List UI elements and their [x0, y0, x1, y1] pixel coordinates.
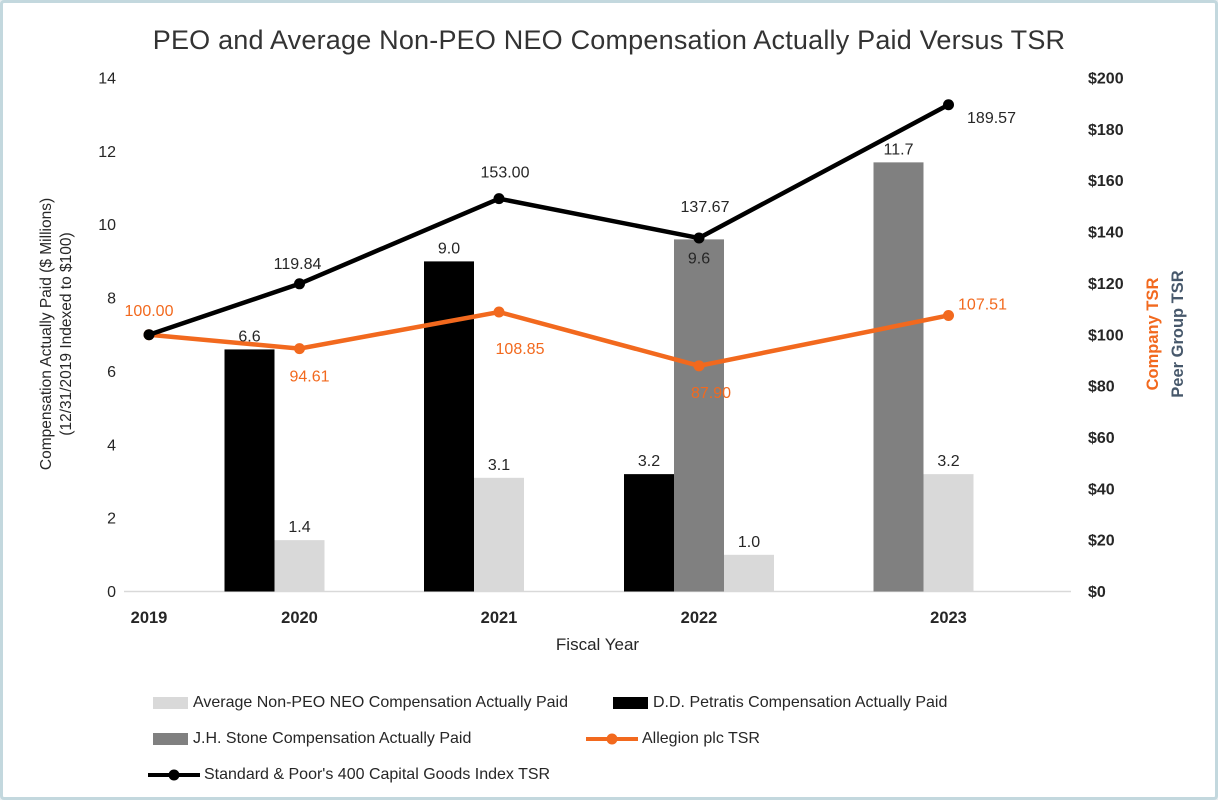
legend-label: J.H. Stone Compensation Actually Paid [193, 730, 472, 747]
tsr-point [693, 360, 705, 372]
tsr-value-label: 108.85 [496, 341, 545, 358]
legend-label: Average Non-PEO NEO Compensation Actuall… [193, 694, 569, 711]
chart-title: PEO and Average Non-PEO NEO Compensation… [152, 25, 1066, 55]
legend: Average Non-PEO NEO Compensation Actuall… [3, 3, 1215, 797]
tsr-value-label: 87.90 [691, 385, 731, 402]
tsr-point [143, 329, 155, 341]
bar-segment [873, 162, 924, 592]
x-axis-title: Fiscal Year [555, 635, 640, 654]
legend-swatch-icon [153, 733, 188, 745]
bar-segment [674, 239, 724, 592]
bar-segment [624, 474, 674, 592]
bar-segment [274, 540, 325, 592]
tsr-value-label: 119.84 [274, 256, 322, 273]
legend-line-dot-icon [168, 769, 180, 781]
x-axis-tick-label: 2019 [131, 609, 168, 627]
tsr-point [943, 99, 954, 111]
x-axis-tick-label: 2021 [481, 609, 518, 627]
right-axis-tick-label: $40 [1088, 481, 1115, 498]
tsr-value-label: 100.00 [125, 303, 174, 320]
bar-value-label: 3.2 [937, 453, 959, 470]
legend-label: D.D. Petratis Compensation Actually Paid [653, 694, 948, 711]
tsr-point [693, 232, 705, 244]
tsr-value-label: 94.61 [289, 369, 329, 386]
left-axis-tick-label: 0 [107, 584, 116, 601]
left-axis-tick-label: 12 [98, 144, 116, 161]
tsr-point [943, 309, 954, 321]
bar-segment [474, 477, 524, 592]
tsr-point [493, 306, 505, 318]
right-axis-tick-label: $200 [1088, 71, 1124, 88]
legend-label: Allegion plc TSR [642, 730, 760, 747]
plot-area: 0 2 4 6 8 10 12 14 $0 $20 $40 $60 $80 $100 $120 $140 $16… [98, 71, 1124, 628]
bar-value-label: 3.2 [638, 453, 660, 470]
bar-value-label: 9.0 [438, 240, 460, 257]
bar-value-label: 1.4 [288, 519, 310, 536]
bar-value-label: 1.0 [738, 534, 760, 551]
left-axis-tick-label: 8 [107, 291, 116, 308]
right-axis-tick-label: $60 [1088, 430, 1115, 447]
right-axis-tick-label: $80 [1088, 379, 1115, 396]
legend-swatch-icon [153, 697, 188, 709]
left-axis-tick-label: 6 [107, 364, 116, 381]
tsr-value-label: 189.57 [967, 110, 1016, 127]
legend-item: Standard & Poor's 400 Capital Goods Inde… [148, 762, 550, 788]
legend-item: Average Non-PEO NEO Compensation Actuall… [153, 690, 568, 716]
tsr-point [294, 343, 305, 355]
bar-segment [724, 554, 774, 592]
x-axis-tick-label: 2022 [681, 609, 718, 627]
right-axis-tick-label: $180 [1088, 122, 1124, 139]
tsr-point [493, 193, 505, 205]
legend-line-dot-icon [606, 733, 618, 745]
left-axis-tick-label: 14 [98, 71, 116, 88]
right-axis-tick-label: $100 [1088, 327, 1124, 344]
legend-swatch-icon [613, 697, 648, 709]
legend-label: Standard & Poor's 400 Capital Goods Inde… [204, 766, 551, 783]
x-axis-tick-label: 2023 [930, 609, 967, 627]
right-axis-tick-label: $120 [1088, 276, 1124, 293]
tsr-value-label: 137.67 [681, 199, 730, 216]
tsr-point [294, 278, 305, 290]
left-axis-tick-label: 4 [107, 437, 116, 454]
bar-segment [923, 474, 974, 592]
bar-segment [224, 349, 275, 592]
bar-value-label: 3.1 [488, 457, 510, 474]
legend-line-marker-icon [586, 733, 638, 745]
legend-line-marker-icon [148, 769, 200, 781]
left-axis-tick-label: 2 [107, 511, 116, 528]
legend-item: J.H. Stone Compensation Actually Paid [153, 726, 471, 752]
legend-item: Allegion plc TSR [586, 726, 760, 752]
tsr-value-label: 153.00 [481, 165, 530, 182]
right-axis-tick-label: $20 [1088, 533, 1115, 550]
bar-value-label: 6.6 [238, 328, 260, 345]
legend-item: D.D. Petratis Compensation Actually Paid [613, 690, 947, 716]
right-axis-tick-label: $140 [1088, 225, 1124, 242]
tsr-value-label: 107.51 [958, 296, 1007, 313]
right-axis-tick-label: $0 [1088, 584, 1106, 601]
right-axis-tick-label: $160 [1088, 173, 1124, 190]
bar-value-label: 11.7 [884, 141, 914, 158]
left-axis-tick-label: 10 [98, 217, 116, 234]
bar-value-label: 9.6 [688, 250, 710, 267]
x-axis-tick-label: 2020 [281, 609, 318, 627]
